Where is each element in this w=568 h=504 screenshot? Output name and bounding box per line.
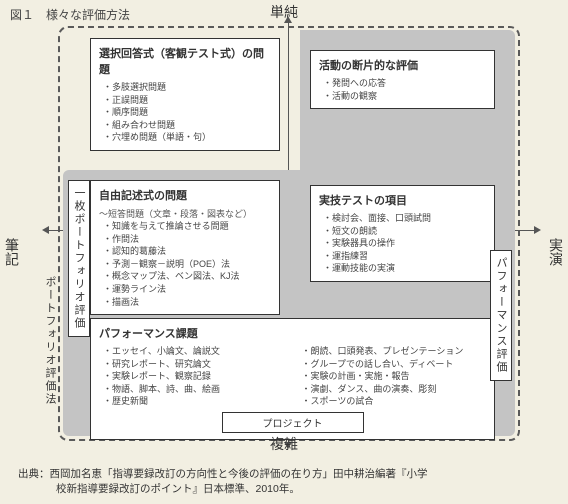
- label-one-sheet-portfolio: 一枚ポートフォリオ評価: [68, 180, 90, 337]
- list-item: 実験の計画・実施・報告: [302, 370, 487, 383]
- list-item: 描画法: [103, 296, 271, 309]
- list-item: グループでの話し合い、ディベート: [302, 358, 487, 371]
- citation-prefix: 出典：: [18, 468, 50, 480]
- list-item: 検討会、面接、口頭試問: [323, 212, 486, 225]
- list-item: 正誤問題: [103, 94, 271, 107]
- project-box: プロジェクト: [222, 412, 364, 433]
- box-skill-test: 実技テストの項目 検討会、面接、口頭試問 短文の朗読 実験器具の操作 運指練習 …: [310, 185, 495, 282]
- box-frag-title: 活動の断片的な評価: [319, 57, 486, 73]
- axis-top-label: 単純: [270, 2, 298, 22]
- box-free-description: 自由記述式の問題 ～短答問題（文章・段落・図表など） 知識を与えて推論させる問題…: [90, 180, 280, 315]
- list-item: 作問法: [103, 233, 271, 246]
- box-skill-title: 実技テストの項目: [319, 192, 486, 208]
- list-item: 運動技能の実演: [323, 262, 486, 275]
- box-free-title: 自由記述式の問題: [99, 187, 271, 203]
- list-item: 物語、脚本、詩、曲、絵画: [103, 383, 288, 396]
- list-item: エッセイ、小論文、論説文: [103, 345, 288, 358]
- list-item: 短文の朗読: [323, 225, 486, 238]
- figure-label: 図１ 様々な評価方法: [10, 6, 130, 23]
- list-item: 予測－観察－説明（POE）法: [103, 258, 271, 271]
- box-multiple-choice: 選択回答式（客観テスト式）の問題 多肢選択問題 正誤問題 順序問題 組み合わせ問…: [90, 38, 280, 151]
- box-frag-list: 発問への応答 活動の観察: [319, 77, 486, 102]
- axis-bottom-label: 複雑: [270, 434, 298, 454]
- citation: 出典：西岡加名恵「指導要録改訂の方向性と今後の評価の在り方」田中耕治編著『小学 …: [18, 467, 550, 499]
- list-item: 多肢選択問題: [103, 81, 271, 94]
- list-item: 認知的葛藤法: [103, 245, 271, 258]
- list-item: 運指練習: [323, 250, 486, 263]
- list-item: 概念マップ法、ベン図法、KJ法: [103, 270, 271, 283]
- box-perf-title: パフォーマンス課題: [99, 325, 486, 341]
- axis-left-label: 筆記: [2, 238, 22, 266]
- list-item: 実験レポート、観察記録: [103, 370, 288, 383]
- list-item: 活動の観察: [323, 90, 486, 103]
- list-item: 歴史新聞: [103, 395, 288, 408]
- label-portfolio-method: ポートフォリオ評価法: [40, 270, 60, 412]
- box-skill-list: 検討会、面接、口頭試問 短文の朗読 実験器具の操作 運指練習 運動技能の実演: [319, 212, 486, 275]
- box-free-list: 知識を与えて推論させる問題 作問法 認知的葛藤法 予測－観察－説明（POE）法 …: [99, 220, 271, 308]
- box-mc-title: 選択回答式（客観テスト式）の問題: [99, 45, 271, 77]
- list-item: 実験器具の操作: [323, 237, 486, 250]
- box-performance-task: パフォーマンス課題 エッセイ、小論文、論説文 研究レポート、研究論文 実験レポー…: [90, 318, 495, 440]
- list-item: 組み合わせ問題: [103, 119, 271, 132]
- list-item: 演劇、ダンス、曲の演奏、彫刻: [302, 383, 487, 396]
- list-item: 順序問題: [103, 106, 271, 119]
- box-free-subtitle: ～短答問題（文章・段落・図表など）: [99, 207, 271, 220]
- arrow-right: [534, 226, 541, 234]
- list-item: 運勢ライン法: [103, 283, 271, 296]
- list-item: 研究レポート、研究論文: [103, 358, 288, 371]
- arrow-left: [42, 226, 49, 234]
- citation-line1: 西岡加名恵「指導要録改訂の方向性と今後の評価の在り方」田中耕治編著『小学: [50, 468, 428, 480]
- list-item: 発問への応答: [323, 77, 486, 90]
- citation-line2: 校新指導要録改訂のポイント』日本標準、2010年。: [18, 482, 550, 498]
- list-item: 朗読、口頭発表、プレゼンテーション: [302, 345, 487, 358]
- box-mc-list: 多肢選択問題 正誤問題 順序問題 組み合わせ問題 穴埋め問題（単語・句）: [99, 81, 271, 144]
- box-perf-right-list: 朗読、口頭発表、プレゼンテーション グループでの話し合い、ディベート 実験の計画…: [298, 345, 487, 408]
- list-item: 知識を与えて推論させる問題: [103, 220, 271, 233]
- list-item: 穴埋め問題（単語・句）: [103, 131, 271, 144]
- list-item: スポーツの試合: [302, 395, 487, 408]
- box-fragmentary: 活動の断片的な評価 発問への応答 活動の観察: [310, 50, 495, 109]
- axis-right-label: 実演: [546, 238, 566, 266]
- label-performance-eval: パフォーマンス評価: [490, 250, 512, 381]
- box-perf-left-list: エッセイ、小論文、論説文 研究レポート、研究論文 実験レポート、観察記録 物語、…: [99, 345, 288, 408]
